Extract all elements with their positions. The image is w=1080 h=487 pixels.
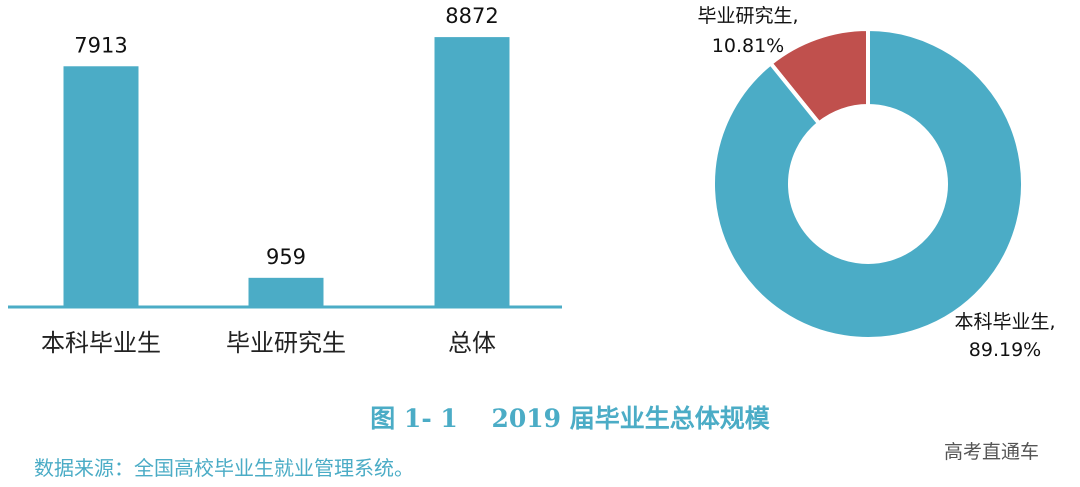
figure-title: 图 1- 1 2019 届毕业生总体规模: [370, 404, 770, 433]
donut-slice: [711, 26, 1025, 341]
bar-value-label: 959: [266, 245, 306, 269]
slice-value-label: 89.19%: [969, 339, 1041, 361]
bar: [248, 277, 324, 307]
bar-value-label: 8872: [445, 4, 498, 28]
slice-name-label: 毕业研究生,: [697, 5, 798, 27]
bar: [434, 37, 510, 307]
source-note: 数据来源：全国高校毕业生就业管理系统。: [34, 456, 414, 480]
bar-value-label: 7913: [74, 33, 127, 57]
category-label: 本科毕业生: [41, 329, 161, 357]
category-label: 总体: [448, 329, 496, 357]
watermark: 高考直通车: [944, 441, 1040, 463]
slice-name-label: 本科毕业生,: [954, 311, 1055, 333]
bar: [63, 66, 139, 307]
bar-chart: 7913 本科毕业生 959 毕业研究生 8872 总体: [8, 4, 562, 357]
category-label: 毕业研究生: [226, 329, 346, 357]
donut-chart: 毕业研究生, 10.81% 本科毕业生, 89.19%: [697, 5, 1055, 361]
slice-value-label: 10.81%: [712, 35, 784, 57]
